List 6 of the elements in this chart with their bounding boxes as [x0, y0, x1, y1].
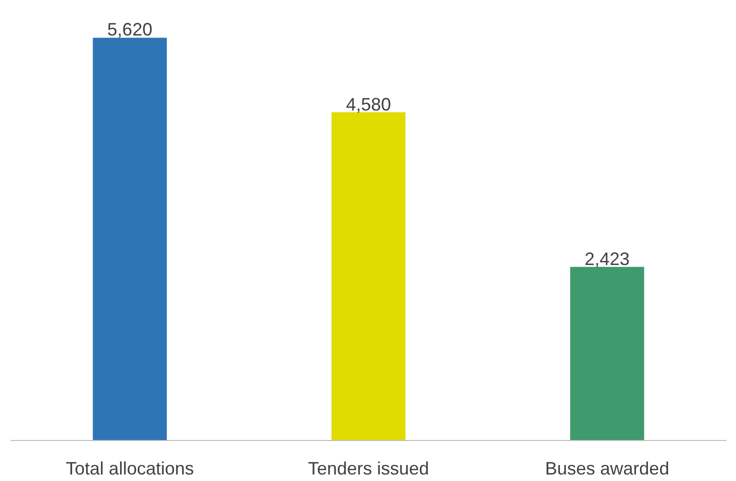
x-tick-label: Tenders issued	[308, 458, 430, 478]
data-label: 5,620	[107, 20, 152, 40]
x-tick-label: Total allocations	[66, 458, 194, 478]
x-tick-label: Buses awarded	[545, 458, 670, 478]
data-label: 4,580	[346, 94, 392, 114]
data-label: 2,423	[584, 248, 630, 269]
